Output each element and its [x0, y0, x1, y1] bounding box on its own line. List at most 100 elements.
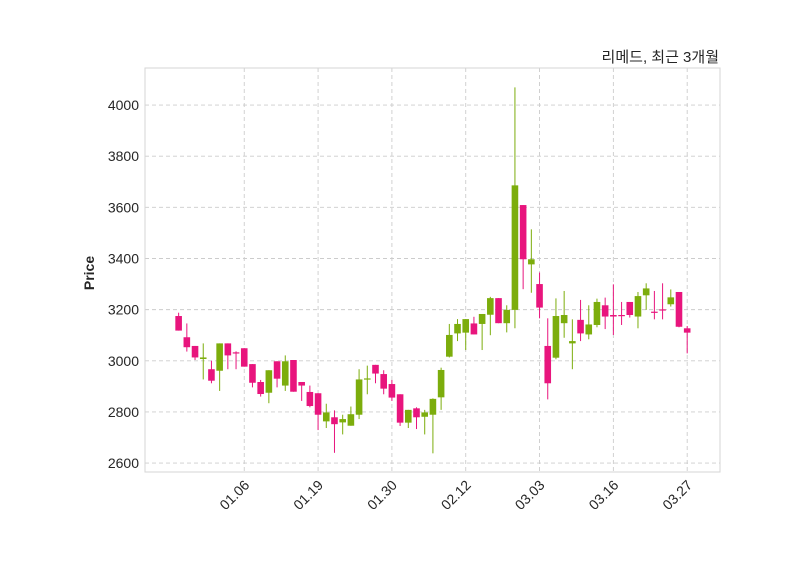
candle-body-down: [290, 360, 297, 392]
candle: [216, 343, 223, 391]
y-tick-label: 3800: [108, 148, 139, 164]
candle: [446, 323, 453, 358]
candle: [199, 343, 207, 380]
candle: [355, 369, 363, 420]
candle-body-up: [478, 313, 486, 324]
candle-body-up: [569, 341, 576, 344]
candle-body-up: [560, 315, 568, 324]
candle-body-down: [396, 394, 404, 423]
candle-body-down: [675, 291, 683, 327]
candle: [536, 272, 543, 319]
candle: [314, 393, 322, 431]
candle-body-up: [585, 324, 593, 335]
candle: [388, 379, 396, 401]
candle: [642, 283, 650, 310]
candle-body-down: [544, 345, 552, 384]
candle-body-down: [495, 298, 502, 324]
candle: [634, 291, 642, 329]
candle-body-up: [216, 343, 223, 371]
candle-body-down: [331, 417, 338, 425]
candle-body-up: [462, 319, 470, 333]
y-tick-label: 2600: [108, 455, 139, 471]
candle: [462, 319, 470, 351]
candle-body-down: [577, 319, 584, 334]
candle-body-down: [388, 384, 396, 398]
candle: [208, 360, 215, 384]
candle: [396, 394, 404, 426]
candle-body-up: [487, 298, 494, 315]
candle-body-down: [224, 343, 232, 356]
candle: [511, 87, 519, 329]
candle: [257, 379, 264, 397]
candle: [363, 365, 371, 395]
candle-body-up: [552, 316, 560, 358]
candle: [495, 298, 502, 324]
candle-body-up: [265, 370, 273, 393]
candle: [593, 298, 601, 328]
candle-body-down: [380, 374, 387, 389]
candle: [683, 325, 691, 354]
candle: [610, 284, 617, 335]
candle: [380, 370, 387, 395]
candle: [339, 414, 346, 435]
candle-body-down: [314, 393, 322, 415]
candle: [528, 229, 535, 293]
candle-body-up: [528, 259, 535, 265]
candle-body-up: [667, 297, 675, 305]
candle-body-down: [249, 364, 256, 383]
candle-body-up: [199, 357, 207, 359]
candle-body-up: [363, 378, 371, 380]
candle: [224, 343, 232, 370]
candle-body-up: [421, 412, 429, 417]
candle-body-down: [651, 311, 658, 313]
candle: [298, 381, 305, 401]
candle-body-down: [298, 381, 305, 386]
candle: [183, 323, 191, 352]
y-tick-label: 4000: [108, 97, 139, 113]
candle-body-down: [536, 284, 543, 308]
candle: [290, 360, 297, 392]
candle: [191, 345, 199, 361]
candle: [651, 290, 658, 320]
candle-body-up: [593, 301, 601, 325]
candle-body-down: [191, 345, 199, 358]
candle: [667, 289, 675, 307]
candle: [405, 409, 412, 429]
candle: [306, 385, 314, 408]
y-tick-label: 3400: [108, 250, 139, 266]
candle-body-up: [642, 288, 650, 296]
candle-body-up: [429, 398, 437, 415]
candle: [437, 367, 445, 410]
plot-frame: [144, 67, 721, 473]
candle-body-down: [610, 315, 617, 317]
candle-body-down: [683, 328, 691, 333]
x-tick-label: 02.12: [438, 477, 474, 513]
candle-body-down: [273, 361, 281, 379]
y-axis-label: Price: [81, 256, 97, 290]
candle-body-down: [626, 301, 634, 316]
x-tick-label: 01.19: [290, 477, 326, 513]
candle: [544, 318, 552, 400]
candle: [265, 370, 273, 404]
y-tick-label: 3000: [108, 353, 139, 369]
candle-body-down: [183, 337, 191, 348]
candle-body-up: [339, 419, 346, 423]
candle: [601, 297, 609, 330]
candle: [569, 319, 576, 370]
candle: [626, 301, 634, 318]
candle: [429, 398, 437, 454]
x-tick-label: 03.03: [512, 477, 548, 513]
candle: [560, 290, 568, 338]
candle: [503, 305, 511, 333]
candle-body-down: [257, 381, 264, 395]
y-tick-label: 3200: [108, 302, 139, 318]
candle-body-down: [618, 315, 625, 317]
candle-body-up: [405, 409, 412, 423]
candle-body-down: [470, 323, 478, 335]
candle: [519, 205, 527, 290]
candle-body-up: [322, 412, 330, 422]
x-tick-label: 03.27: [659, 477, 695, 513]
x-tick-label: 01.30: [364, 477, 400, 513]
candle-body-down: [175, 316, 182, 331]
